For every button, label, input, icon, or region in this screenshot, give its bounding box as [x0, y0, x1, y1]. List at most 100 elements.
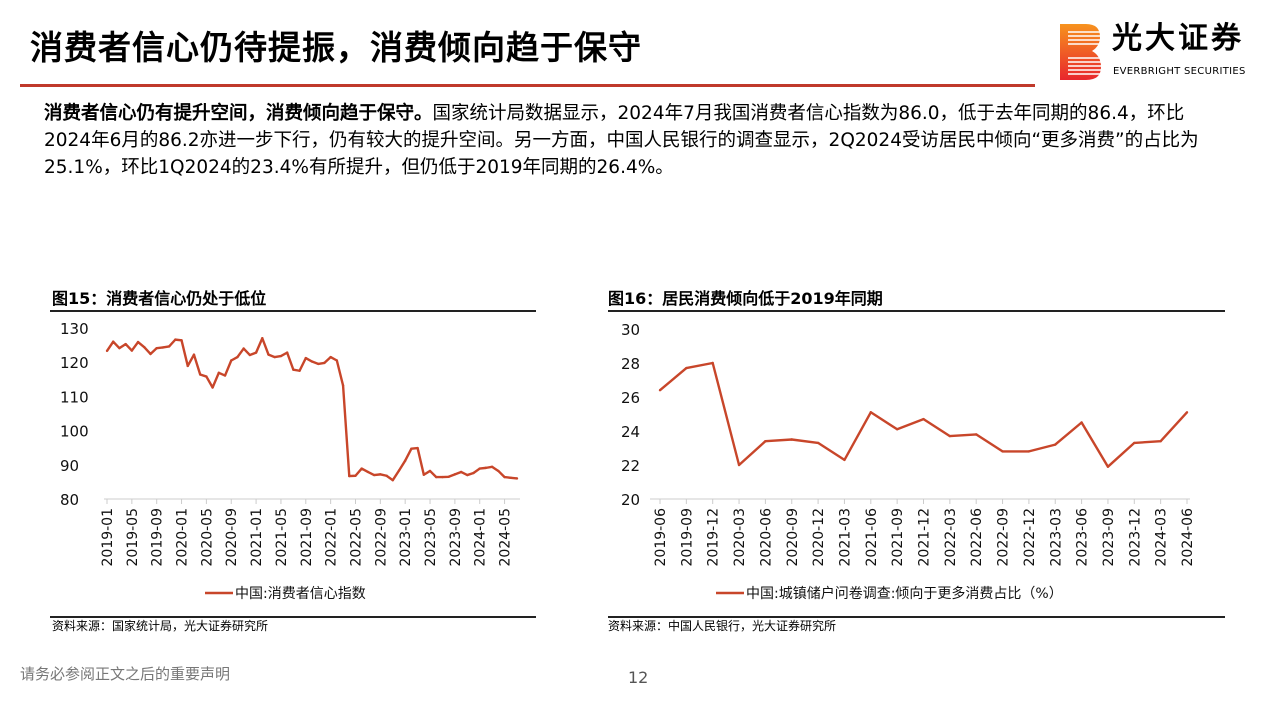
y-tick-label: 80 — [60, 491, 79, 509]
data-point — [379, 473, 382, 476]
data-point — [948, 434, 952, 438]
x-tick-label: 2023-03 — [1048, 508, 1064, 567]
x-tick-label: 2022-05 — [348, 508, 364, 567]
logo-text-cn: 光大证券 — [1112, 21, 1244, 56]
data-point — [348, 474, 351, 478]
data-point — [453, 473, 457, 476]
data-point — [310, 360, 314, 363]
data-point — [975, 433, 978, 436]
data-point — [298, 369, 301, 372]
data-point — [435, 475, 438, 479]
data-point — [372, 473, 376, 477]
data-point — [236, 355, 239, 359]
data-point — [447, 475, 450, 478]
x-tick-label: 2020-09 — [785, 508, 801, 567]
data-point — [329, 355, 332, 359]
x-tick-label: 2019-06 — [653, 508, 669, 567]
x-tick-label: 2024-01 — [473, 508, 489, 567]
chart1-title: 图15：消费者信心仍处于低位 — [52, 289, 267, 308]
data-point — [1159, 440, 1162, 443]
chart2-svg: 20 22 24 26 28 30 2019-06 2019-09 2019-12 2020-03… — [621, 321, 1196, 602]
data-point — [149, 352, 152, 356]
data-point — [1133, 441, 1136, 445]
data-point — [155, 346, 158, 350]
y-tick-label: 30 — [621, 321, 640, 339]
data-point — [180, 339, 183, 342]
chart2-source: 资料来源：中国人民银行，光大证券研究所 — [608, 619, 837, 633]
data-point — [360, 467, 363, 470]
data-point — [403, 459, 407, 462]
data-point — [273, 355, 276, 359]
data-point — [105, 349, 109, 353]
x-tick-label: 2023-09 — [1101, 508, 1117, 567]
data-point — [459, 470, 463, 474]
data-point — [254, 351, 258, 354]
data-point — [685, 366, 688, 370]
data-point — [869, 411, 872, 414]
data-point — [441, 475, 444, 479]
x-tick-label: 2021-09 — [299, 508, 315, 567]
logo-text-en: EVERBRIGHT SECURITIES — [1113, 66, 1246, 77]
data-point — [922, 417, 925, 421]
data-point — [285, 351, 289, 354]
data-point — [472, 471, 475, 475]
data-point — [711, 361, 714, 365]
data-point — [292, 368, 295, 371]
data-point — [1001, 450, 1004, 453]
data-point — [304, 356, 307, 360]
chart1-source-rule — [50, 616, 536, 618]
x-tick-label: 2022-06 — [969, 508, 985, 567]
data-point — [658, 389, 662, 392]
chart1-title-rule — [50, 310, 536, 312]
data-point — [515, 477, 519, 480]
y-tick-label: 110 — [60, 388, 89, 406]
data-point — [1027, 450, 1031, 453]
data-point — [323, 361, 326, 365]
data-point — [1106, 465, 1110, 468]
y-tick-label: 130 — [60, 320, 89, 338]
data-point — [335, 359, 339, 362]
data-point — [391, 478, 394, 482]
data-point — [737, 463, 741, 467]
x-tick-label: 2024-03 — [1154, 508, 1170, 567]
everbright-logo — [1058, 22, 1104, 82]
x-tick-label: 2020-09 — [224, 508, 240, 567]
y-tick-label: 24 — [621, 423, 640, 441]
data-point — [366, 470, 370, 474]
data-point — [192, 353, 196, 356]
data-point — [317, 362, 320, 366]
data-point — [136, 340, 140, 344]
page-title: 消费者信心仍待提振，消费倾向趋于保守 — [30, 28, 642, 67]
x-tick-label: 2022-01 — [324, 508, 340, 567]
data-point — [112, 340, 115, 343]
x-tick-label: 2022-09 — [996, 508, 1012, 567]
title-divider — [20, 84, 1035, 87]
data-point — [161, 346, 165, 349]
data-point — [466, 473, 469, 477]
y-tick-label: 28 — [621, 355, 640, 373]
x-tick-label: 2020-06 — [758, 508, 774, 567]
x-tick-label: 2023-05 — [423, 508, 439, 567]
data-point — [503, 475, 506, 479]
data-point — [167, 345, 171, 348]
data-point — [497, 469, 500, 473]
chart2-title-rule — [608, 310, 1225, 312]
x-tick-label: 2022-09 — [373, 508, 389, 567]
x-tick-label: 2020-05 — [199, 508, 215, 567]
x-tick-label: 2019-09 — [679, 508, 695, 567]
x-tick-label: 2022-03 — [943, 508, 959, 567]
x-tick-label: 2020-12 — [811, 508, 827, 567]
data-point — [124, 342, 127, 346]
data-point — [428, 469, 432, 473]
data-point — [1080, 421, 1083, 424]
data-point — [267, 353, 270, 356]
summary-paragraph: 消费者信心仍有提升空间，消费倾向趋于保守。国家统计局数据显示，2024年7月我国… — [44, 100, 1224, 181]
data-point — [242, 347, 245, 350]
x-tick-label: 2024-06 — [1180, 508, 1196, 567]
y-tick-label: 120 — [60, 354, 89, 372]
y-tick-label: 90 — [60, 457, 79, 475]
data-point — [1054, 443, 1057, 446]
data-point — [478, 467, 481, 470]
summary-lead: 消费者信心仍有提升空间，消费倾向趋于保守。 — [44, 103, 433, 124]
data-point — [490, 465, 494, 469]
